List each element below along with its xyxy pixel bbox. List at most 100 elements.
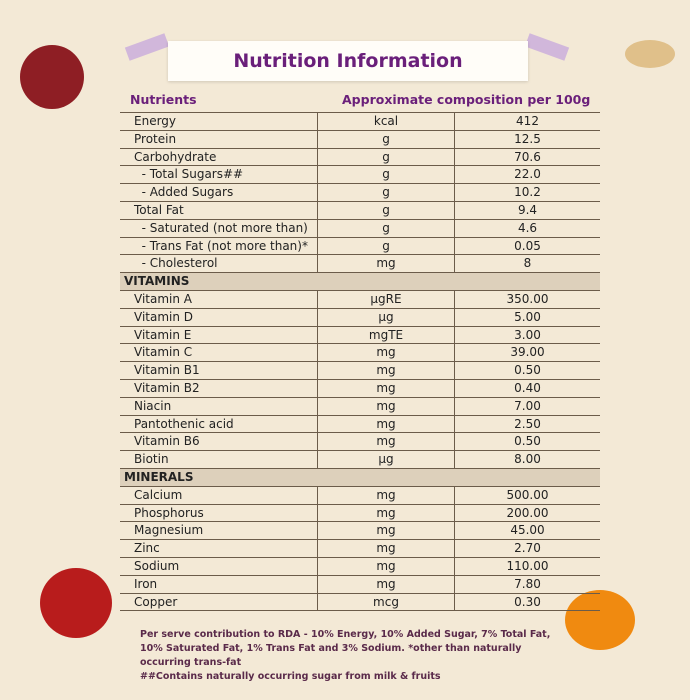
nutrient-cell: Vitamin B1 [120,362,318,379]
nutrient-cell: - Cholesterol [120,255,318,273]
value-cell: 22.0 [514,167,541,182]
table-row: Zinc mg 2.70 [120,540,600,558]
unit-cell: g [318,184,455,201]
table-row: Copper mcg 0.30 [120,593,600,612]
value-cell: 3.00 [514,327,541,342]
unit-cell: µg [318,451,455,468]
value-cell: 70.6 [514,149,541,164]
nutrient-cell: Magnesium [120,522,318,540]
value-cell: 0.50 [514,434,541,449]
nutrient-cell: Vitamin D [120,308,318,326]
table-row: Niacin mg 7.00 [120,397,600,416]
footnote: Per serve contribution to RDA - 10% Ener… [140,629,551,668]
unit-cell: µgRE [318,290,455,308]
unit-cell: mg [318,557,455,575]
unit-cell: mg [318,255,455,273]
unit-cell: g [318,166,455,184]
nutrient-cell: - Trans Fat (not more than)* [120,237,318,255]
value-cell: 2.50 [514,416,541,431]
value-cell: 0.30 [514,594,541,609]
table-row: Protein g 12.5 [120,130,600,149]
unit-cell: mg [318,362,455,379]
table-row: Pantothenic acid mg 2.50 [120,415,600,434]
table-row: Biotin µg 8.00 [120,451,600,469]
value-cell: 8.00 [514,452,541,467]
column-header: Approximate composition per 100g [342,92,591,107]
nutrient-cell: Phosphorus [120,504,318,522]
value-cell: 9.4 [517,202,538,217]
section-header: VITAMINS [120,273,600,291]
unit-cell: mg [318,415,455,433]
unit-cell: g [318,237,455,255]
footnotes: Per serve contribution to RDA - 10% Ener… [140,628,560,684]
table-row: Calcium mg 500.00 [120,486,600,505]
footnote: ##Contains naturally occurring sugar fro… [140,671,441,682]
table-row: Iron mg 7.80 [120,575,600,594]
oats [625,40,675,68]
value-cell: 110.00 [506,558,549,573]
apple [40,568,112,638]
nutrition-table: Energy kcal 412 Protein g 12.5 Carbohydrate g 70… [120,112,600,612]
section-header: MINERALS [120,468,600,487]
nutrient-cell: - Saturated (not more than) [120,219,318,237]
nutrient-cell: Vitamin A [120,290,318,308]
nutrient-cell: Biotin [120,451,318,468]
table-row: Vitamin B6 mg 0.50 [120,433,600,452]
table-row: Phosphorus mg 200.00 [120,504,600,523]
table-row: - Saturated (not more than) g 4.6 [120,219,600,238]
unit-cell: g [318,219,455,237]
table-row: Total Fat g 9.4 [120,201,600,220]
tape [524,33,570,61]
unit-cell: kcal [318,113,455,130]
value-cell: 2.70 [514,541,541,556]
unit-cell: mg [318,433,455,451]
value-cell: 12.5 [514,131,541,146]
unit-cell: mg [318,486,455,504]
table-row: - Added Sugars g 10.2 [120,184,600,202]
nutrient-cell: Calcium [120,486,318,504]
value-cell: 500.00 [506,487,549,502]
title-banner [168,41,528,81]
unit-cell: g [318,201,455,219]
table-row: - Cholesterol mg 8 [120,255,600,274]
unit-cell: mg [318,504,455,522]
nutrient-cell: Carbohydrate [120,148,318,166]
nutrient-cell: Vitamin C [120,344,318,362]
value-cell: 7.80 [514,576,541,591]
table-row: - Total Sugars## g 22.0 [120,166,600,185]
nutrient-cell: Energy [120,113,318,130]
pomegranate [20,45,84,109]
value-cell: 8 [523,256,532,271]
unit-cell: mg [318,575,455,593]
unit-cell: mcg [318,593,455,611]
value-cell: 412 [516,114,539,128]
unit-cell: g [318,148,455,166]
tape [124,33,170,61]
nutrient-cell: Vitamin B6 [120,433,318,451]
unit-cell: mg [318,540,455,557]
column-header: Nutrients [130,92,197,107]
unit-cell: mg [318,379,455,397]
table-row: - Trans Fat (not more than)* g 0.05 [120,237,600,256]
table-row: Carbohydrate g 70.6 [120,148,600,167]
unit-cell: mg [318,397,455,415]
nutrient-cell: Iron [120,575,318,593]
value-cell: 0.50 [514,363,541,378]
value-cell: 0.40 [514,380,541,395]
value-cell: 7.00 [514,398,541,413]
nutrient-cell: Pantothenic acid [120,415,318,433]
nutrient-cell: Total Fat [120,201,318,219]
title: Nutrition Information [233,50,463,72]
table-row: Energy kcal 412 [120,113,600,131]
table-row: Sodium mg 110.00 [120,557,600,576]
nutrient-cell: Sodium [120,557,318,575]
nutrient-cell: Copper [120,593,318,611]
nutrient-cell: - Total Sugars## [120,166,318,184]
value-cell: 39.00 [510,345,545,360]
value-cell: 10.2 [514,185,541,200]
nutrient-cell: Vitamin E [120,326,318,344]
value-cell: 4.6 [517,220,538,235]
